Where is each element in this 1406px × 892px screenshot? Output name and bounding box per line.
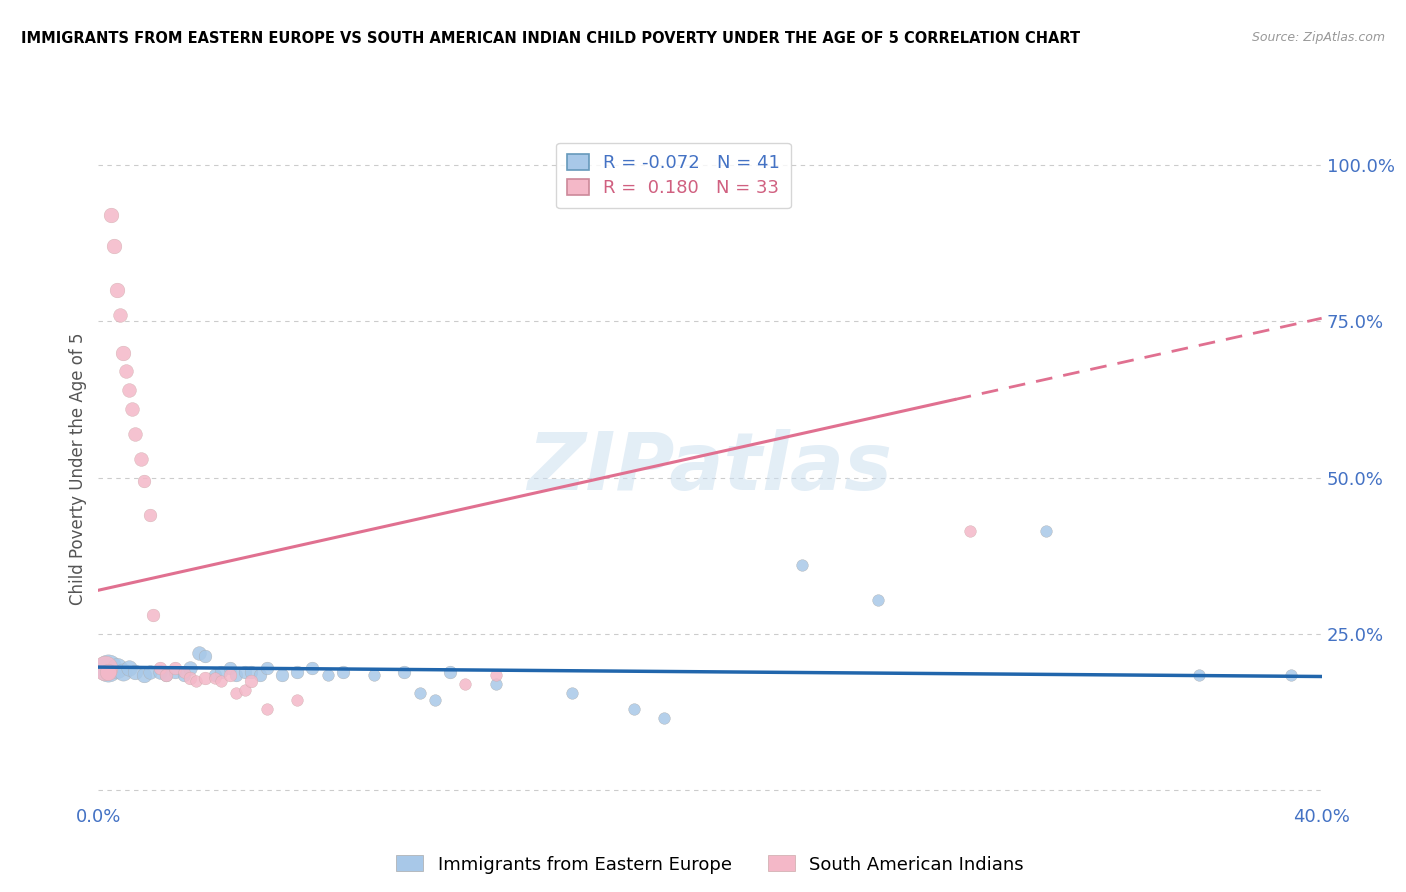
Point	[219, 661, 242, 675]
Point	[240, 673, 263, 688]
Point	[118, 661, 141, 675]
Point	[111, 345, 134, 359]
Point	[959, 524, 981, 538]
Point	[93, 661, 115, 675]
Point	[100, 208, 122, 222]
Point	[108, 308, 131, 322]
Point	[105, 661, 128, 675]
Point	[256, 661, 278, 675]
Point	[301, 661, 323, 675]
Point	[173, 667, 195, 681]
Point	[423, 692, 446, 706]
Point	[270, 667, 292, 681]
Point	[249, 667, 271, 681]
Point	[179, 671, 201, 685]
Point	[155, 667, 177, 681]
Point	[163, 661, 186, 675]
Point	[97, 661, 120, 675]
Point	[561, 686, 583, 700]
Point	[105, 283, 128, 297]
Point	[139, 508, 162, 523]
Point	[285, 692, 308, 706]
Point	[454, 677, 477, 691]
Point	[142, 608, 165, 623]
Point	[652, 711, 675, 725]
Point	[485, 667, 508, 681]
Point	[363, 667, 385, 681]
Legend: Immigrants from Eastern Europe, South American Indians: Immigrants from Eastern Europe, South Am…	[389, 848, 1031, 880]
Point	[111, 665, 134, 679]
Point	[194, 671, 217, 685]
Point	[173, 665, 195, 679]
Point	[439, 665, 461, 679]
Point	[623, 702, 645, 716]
Point	[408, 686, 430, 700]
Point	[194, 648, 217, 663]
Point	[179, 661, 201, 675]
Point	[332, 665, 354, 679]
Point	[233, 665, 256, 679]
Point	[115, 364, 138, 378]
Point	[219, 667, 242, 681]
Point	[209, 665, 232, 679]
Point	[149, 665, 172, 679]
Text: Source: ZipAtlas.com: Source: ZipAtlas.com	[1251, 31, 1385, 45]
Point	[225, 667, 247, 681]
Point	[149, 661, 172, 675]
Point	[121, 401, 143, 416]
Point	[118, 383, 141, 397]
Point	[233, 683, 256, 698]
Point	[1035, 524, 1057, 538]
Point	[485, 677, 508, 691]
Point	[209, 673, 232, 688]
Point	[134, 474, 156, 488]
Point	[124, 665, 146, 679]
Point	[97, 665, 120, 679]
Point	[134, 667, 156, 681]
Point	[240, 665, 263, 679]
Point	[139, 665, 162, 679]
Point	[124, 426, 146, 441]
Point	[1188, 667, 1211, 681]
Point	[163, 665, 186, 679]
Point	[204, 671, 226, 685]
Point	[225, 686, 247, 700]
Point	[155, 667, 177, 681]
Point	[790, 558, 813, 573]
Point	[188, 646, 211, 660]
Point	[186, 673, 208, 688]
Text: ZIPatlas: ZIPatlas	[527, 429, 893, 508]
Point	[204, 667, 226, 681]
Point	[392, 665, 416, 679]
Point	[316, 667, 339, 681]
Point	[1279, 667, 1302, 681]
Text: IMMIGRANTS FROM EASTERN EUROPE VS SOUTH AMERICAN INDIAN CHILD POVERTY UNDER THE : IMMIGRANTS FROM EASTERN EUROPE VS SOUTH …	[21, 31, 1080, 46]
Point	[285, 665, 308, 679]
Point	[256, 702, 278, 716]
Point	[103, 239, 125, 253]
Point	[129, 451, 152, 466]
Y-axis label: Child Poverty Under the Age of 5: Child Poverty Under the Age of 5	[69, 332, 87, 605]
Point	[868, 592, 890, 607]
